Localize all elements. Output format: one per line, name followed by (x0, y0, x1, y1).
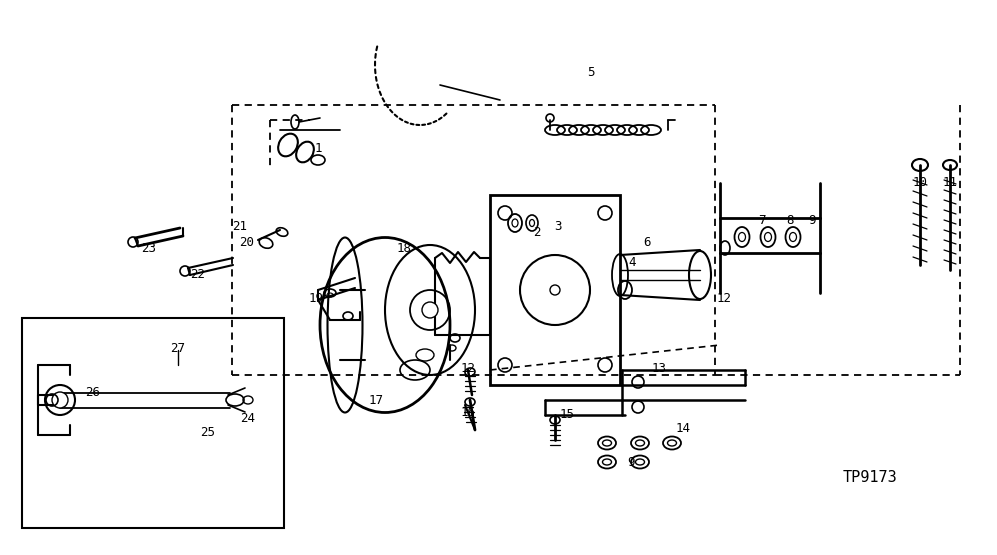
Text: 2: 2 (533, 225, 540, 239)
Text: 9: 9 (809, 214, 816, 226)
Text: 4: 4 (628, 255, 636, 269)
Text: 3: 3 (554, 220, 561, 234)
Text: 12: 12 (717, 291, 732, 305)
Text: 20: 20 (239, 235, 254, 249)
Ellipse shape (602, 459, 611, 465)
Text: 26: 26 (86, 386, 101, 400)
Text: 18: 18 (397, 241, 412, 255)
Text: 13: 13 (651, 361, 667, 375)
Text: 8: 8 (787, 214, 794, 226)
Bar (22, 318, 284, 528)
Text: 14: 14 (676, 421, 691, 435)
Text: 12: 12 (461, 361, 476, 375)
Text: 22: 22 (190, 269, 205, 281)
Ellipse shape (668, 440, 677, 446)
Text: 17: 17 (369, 393, 384, 406)
Text: 1: 1 (314, 142, 322, 154)
Ellipse shape (635, 440, 644, 446)
Ellipse shape (529, 219, 534, 226)
Text: 25: 25 (200, 426, 215, 440)
Ellipse shape (602, 440, 611, 446)
Text: 6: 6 (643, 236, 651, 250)
Circle shape (422, 302, 438, 318)
Text: 7: 7 (759, 214, 766, 226)
Text: 19: 19 (308, 291, 323, 305)
Text: TP9173: TP9173 (842, 470, 897, 485)
Text: 15: 15 (559, 408, 574, 421)
Text: 16: 16 (461, 406, 476, 418)
Text: 21: 21 (232, 220, 247, 234)
Text: 23: 23 (142, 241, 157, 255)
Text: 9: 9 (627, 456, 635, 468)
Text: 11: 11 (942, 176, 957, 189)
Circle shape (52, 392, 68, 408)
Ellipse shape (765, 233, 772, 241)
Text: 27: 27 (170, 341, 185, 355)
Bar (490, 195, 620, 385)
Ellipse shape (512, 219, 518, 227)
Ellipse shape (790, 233, 797, 241)
Text: 10: 10 (912, 176, 927, 189)
Ellipse shape (635, 459, 644, 465)
Ellipse shape (739, 233, 746, 241)
Text: 24: 24 (240, 411, 255, 425)
Text: 5: 5 (587, 65, 595, 78)
